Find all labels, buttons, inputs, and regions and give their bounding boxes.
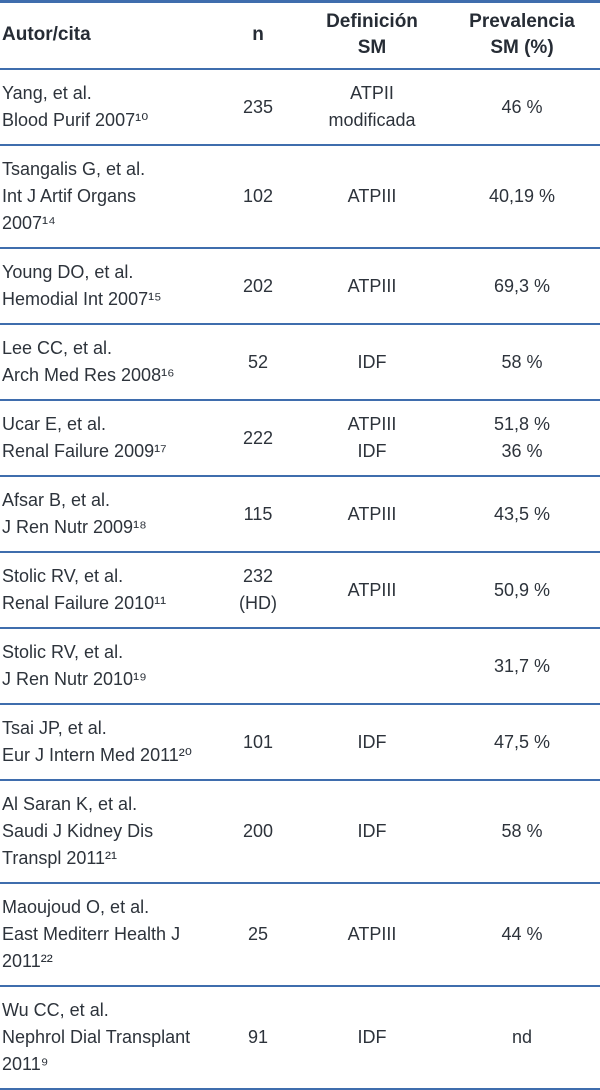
cell-prevalence: 46 % [444,69,600,146]
cell-author: Yang, et al. Blood Purif 2007¹⁰ [0,69,216,146]
table-row: Al Saran K, et al. Saudi J Kidney Dis Tr… [0,780,600,884]
cell-prevalence: 51,8 % 36 % [444,400,600,477]
cell-author: Stolic RV, et al. Renal Failure 2010¹¹ [0,552,216,629]
cell-definition: ATPIII IDF [300,400,444,477]
cell-author: Ucar E, et al. Renal Failure 2009¹⁷ [0,400,216,477]
cell-author: Stolic RV, et al. J Ren Nutr 2010¹⁹ [0,628,216,705]
cell-definition: ATPIII [300,476,444,553]
cell-prevalence: 50,9 % [444,552,600,629]
cell-prevalence: 58 % [444,324,600,401]
table-header-row: Autor/cita n Definición SM Prevalencia S… [0,1,600,70]
cell-author: Maoujoud O, et al. East Mediterr Health … [0,883,216,987]
column-header-autor-cita: Autor/cita [0,1,216,70]
cell-n: 52 [216,324,300,401]
cell-n: 115 [216,476,300,553]
cell-n: 91 [247,1027,269,1047]
cell-n: 102 [216,145,300,249]
cell-definition: IDF [300,704,444,781]
cell-definition: ATPIII [300,883,444,987]
cell-author: Al Saran K, et al. Saudi J Kidney Dis Tr… [0,780,216,884]
cell-prevalence: 43,5 % [444,476,600,553]
table-row: Wu CC, et al. Nephrol Dial Transplant 20… [0,986,600,1089]
cell-n: 235 [216,69,300,146]
cell-author: Young DO, et al. Hemodial Int 2007¹⁵ [0,248,216,325]
table-row: Ucar E, et al. Renal Failure 2009¹⁷ 222 … [0,400,600,477]
cell-prevalence: nd [511,1027,533,1047]
cell-prevalence: 58 % [444,780,600,884]
cell-n: 232 (HD) [216,552,300,629]
cell-prevalence: 47,5 % [444,704,600,781]
cell-definition: ATPIII [300,552,444,629]
cell-definition: ATPIII [300,248,444,325]
table-row: Maoujoud O, et al. East Mediterr Health … [0,883,600,987]
table-row: Stolic RV, et al. J Ren Nutr 2010¹⁹ 31,7… [0,628,600,705]
cell-n: 222 [216,400,300,477]
table-row: Stolic RV, et al. Renal Failure 2010¹¹ 2… [0,552,600,629]
cell-definition: ATPIII [300,145,444,249]
table-row: Tsangalis G, et al. Int J Artif Organs 2… [0,145,600,249]
cell-author: Wu CC, et al. Nephrol Dial Transplant 20… [2,1000,191,1074]
cell-definition: IDF [300,780,444,884]
cell-prevalence: 44 % [444,883,600,987]
cell-n: 200 [216,780,300,884]
column-header-n: n [216,1,300,70]
column-header-prevalencia: Prevalencia SM (%) [444,1,600,70]
cell-prevalence: 31,7 % [444,628,600,705]
cell-author: Lee CC, et al. Arch Med Res 2008¹⁶ [0,324,216,401]
cell-n [216,628,300,705]
cell-author: Tsai JP, et al. Eur J Intern Med 2011²⁰ [0,704,216,781]
cell-definition: IDF [300,324,444,401]
cell-author: Afsar B, et al. J Ren Nutr 2009¹⁸ [0,476,216,553]
table-row: Tsai JP, et al. Eur J Intern Med 2011²⁰ … [0,704,600,781]
column-header-definicion: Definición SM [300,1,444,70]
cell-author: Tsangalis G, et al. Int J Artif Organs 2… [0,145,216,249]
table-row: Young DO, et al. Hemodial Int 2007¹⁵ 202… [0,248,600,325]
cell-n: 25 [216,883,300,987]
cell-n: 101 [216,704,300,781]
cell-prevalence: 69,3 % [444,248,600,325]
cell-n: 202 [216,248,300,325]
table-row: Afsar B, et al. J Ren Nutr 2009¹⁸ 115 AT… [0,476,600,553]
cell-definition: ATPII modificada [300,69,444,146]
cell-prevalence: 40,19 % [444,145,600,249]
table-row: Lee CC, et al. Arch Med Res 2008¹⁶ 52 ID… [0,324,600,401]
cell-definition: IDF [357,1027,387,1047]
cell-definition [300,628,444,705]
table-row: Yang, et al. Blood Purif 2007¹⁰ 235 ATPI… [0,69,600,146]
